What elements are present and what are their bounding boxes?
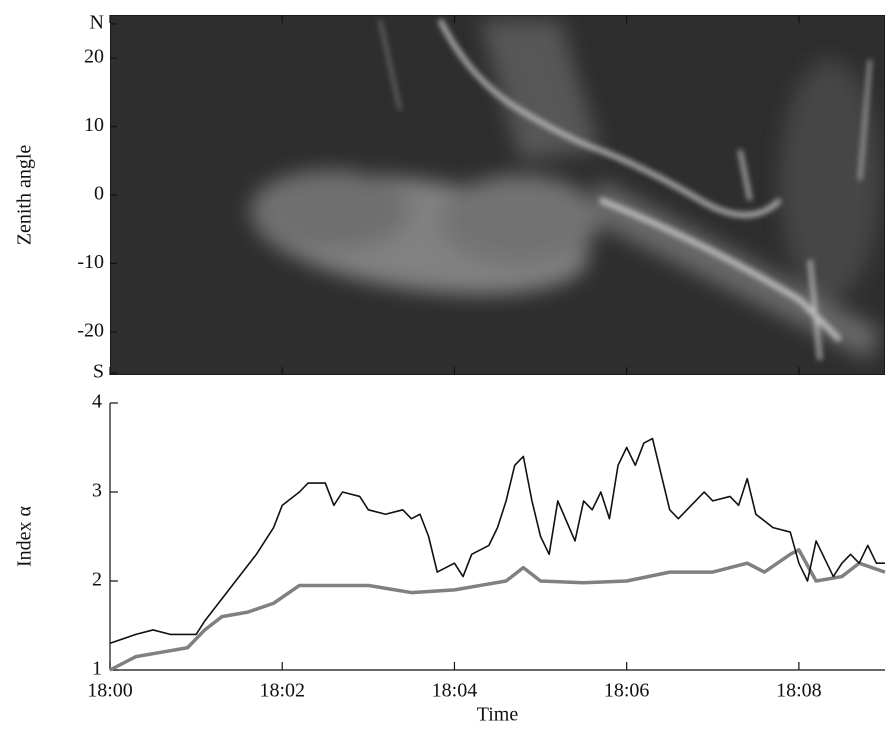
y-tick-label: N — [90, 11, 104, 33]
y-tick-label: S — [93, 361, 104, 383]
y-axis-label: Index α — [14, 505, 36, 567]
x-axis-label: Time — [477, 704, 519, 726]
y-tick-label: 3 — [92, 480, 102, 502]
y-tick-label: -10 — [77, 251, 104, 273]
x-tick-label: 18:02 — [259, 680, 305, 702]
x-tick-label: 18:06 — [604, 680, 650, 702]
y-tick-label: 4 — [92, 391, 102, 413]
x-tick-label: 18:08 — [776, 680, 822, 702]
y-axis-label: Zenith angle — [14, 145, 36, 246]
y-tick-label: 20 — [84, 46, 104, 68]
y-tick-label: 0 — [94, 183, 104, 205]
y-tick-label: 2 — [92, 569, 102, 591]
keogram-image — [110, 15, 885, 375]
data-line — [109, 548, 886, 672]
data-line — [109, 437, 885, 645]
y-tick-label: 1 — [92, 658, 102, 680]
x-tick-label: 18:04 — [432, 680, 478, 702]
y-tick-label: 10 — [84, 114, 104, 136]
x-tick-label: 18:00 — [87, 680, 133, 702]
y-tick-label: -20 — [77, 319, 104, 341]
